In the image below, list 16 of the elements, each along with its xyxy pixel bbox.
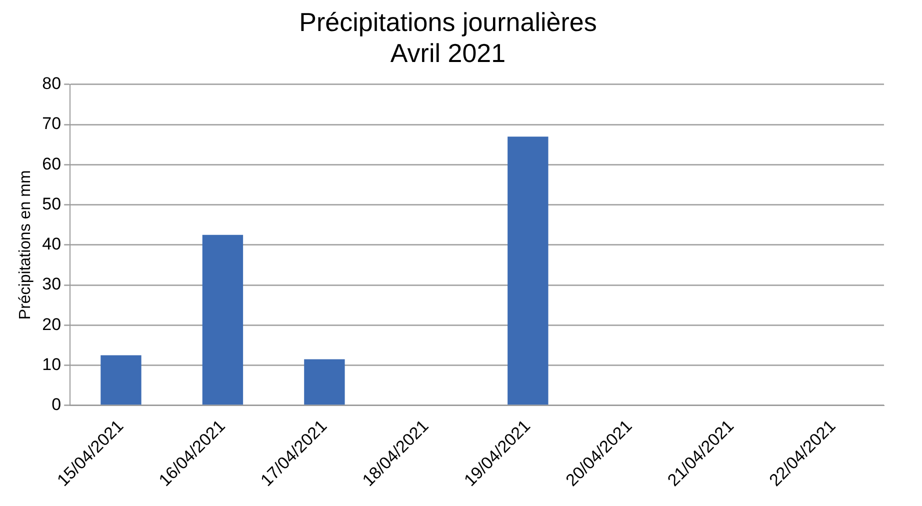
y-tick-label: 40 xyxy=(42,234,62,254)
bar xyxy=(100,355,142,405)
bar xyxy=(508,136,548,405)
y-axis-title: Précipitations en mm xyxy=(17,170,34,320)
y-tick-label: 30 xyxy=(42,274,62,294)
y-tick-label: 10 xyxy=(42,354,62,374)
y-tick-label: 0 xyxy=(52,395,62,414)
y-tick-label: 80 xyxy=(42,74,62,94)
text: Précipitations journalières xyxy=(299,6,597,37)
bar xyxy=(304,359,345,405)
y-tick-label: 50 xyxy=(42,194,62,214)
text: Avril 2021 xyxy=(390,38,506,68)
y-tick-label: 60 xyxy=(42,154,62,174)
y-tick-label: 20 xyxy=(42,314,62,334)
bar xyxy=(202,234,244,405)
y-tick-label: 70 xyxy=(42,114,62,134)
